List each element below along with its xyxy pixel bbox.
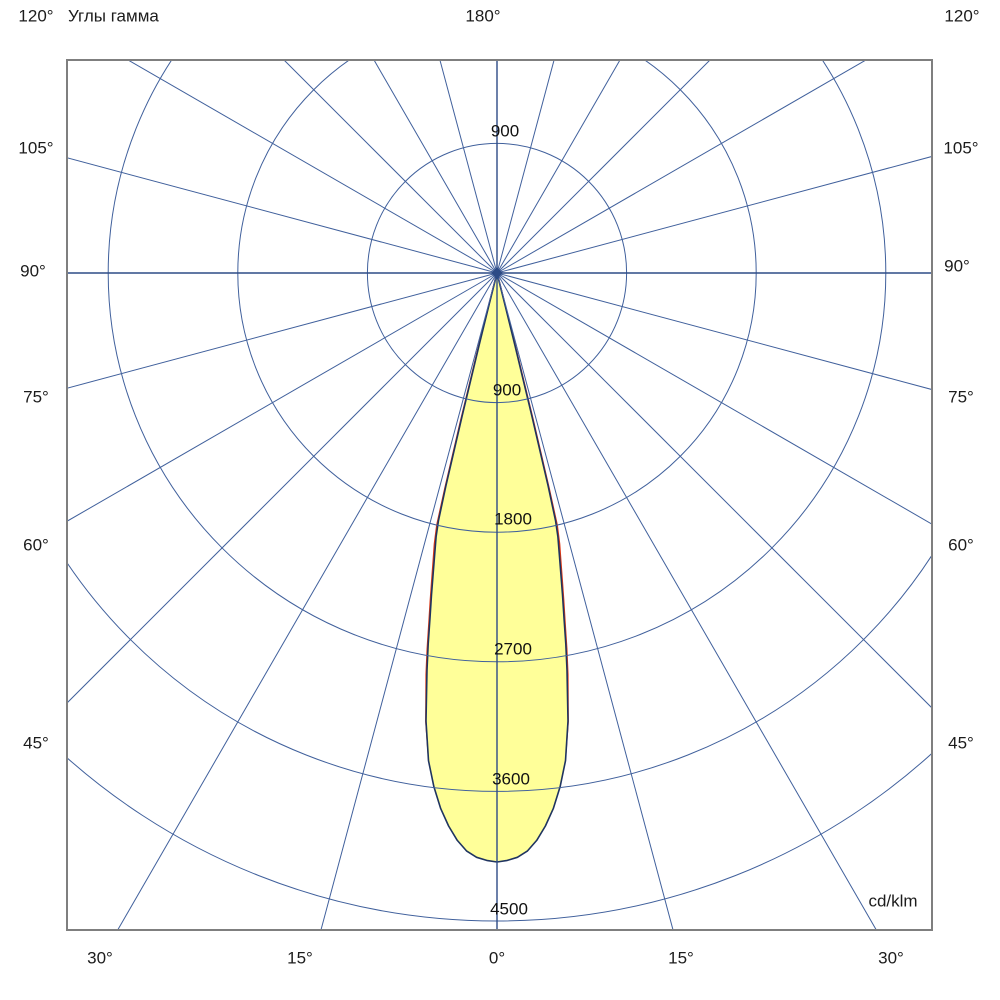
angle-label-bottom-30-left: 30° xyxy=(87,948,113,968)
units-label: cd/klm xyxy=(868,891,918,911)
angle-label-top-left-120: 120° xyxy=(18,6,54,26)
angle-label-top-right-120: 120° xyxy=(944,6,980,26)
angle-label-bottom-0: 0° xyxy=(488,948,506,968)
radial-label-900: 900 xyxy=(492,380,522,400)
angle-label-right-60: 60° xyxy=(948,535,974,555)
radial-label-4500: 4500 xyxy=(490,899,528,919)
angle-label-bottom-15-right: 15° xyxy=(668,948,694,968)
angle-label-left-60: 60° xyxy=(23,535,49,555)
chart-title: Углы гамма xyxy=(68,6,159,26)
angle-label-right-90: 90° xyxy=(944,256,970,276)
radial-label-1800: 1800 xyxy=(494,509,532,529)
angle-label-bottom-30-right: 30° xyxy=(878,948,904,968)
angle-label-left-45: 45° xyxy=(23,733,49,753)
angle-label-right-45: 45° xyxy=(948,733,974,753)
angle-label-right-105: 105° xyxy=(943,138,979,158)
angle-label-right-75: 75° xyxy=(948,387,974,407)
radial-label-2700: 2700 xyxy=(494,639,532,659)
radial-label-3600: 3600 xyxy=(492,769,530,789)
angle-label-left-75: 75° xyxy=(23,387,49,407)
angle-label-top-180: 180° xyxy=(465,6,501,26)
angle-label-bottom-15-left: 15° xyxy=(287,948,313,968)
angle-label-left-90: 90° xyxy=(20,261,46,281)
angle-label-left-105: 105° xyxy=(18,138,54,158)
radial-label-900-top: 900 xyxy=(490,121,520,141)
